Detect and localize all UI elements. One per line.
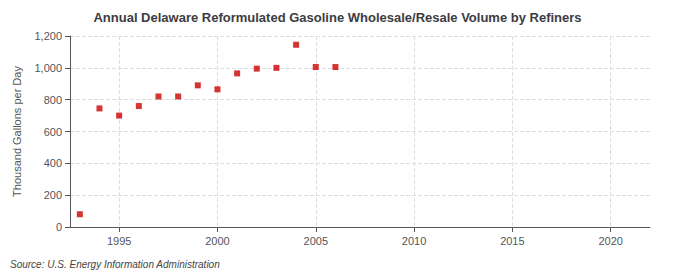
svg-text:1995: 1995: [107, 235, 131, 247]
svg-text:400: 400: [44, 157, 62, 169]
svg-text:2015: 2015: [500, 235, 524, 247]
svg-text:Thousand Gallons per Day: Thousand Gallons per Day: [11, 66, 23, 197]
svg-text:Source: U.S. Energy Informatio: Source: U.S. Energy Information Administ…: [10, 259, 220, 270]
svg-text:2010: 2010: [402, 235, 426, 247]
svg-text:0: 0: [56, 221, 62, 233]
svg-text:800: 800: [44, 94, 62, 106]
svg-text:2005: 2005: [304, 235, 328, 247]
svg-text:1,200: 1,200: [34, 30, 62, 42]
svg-text:2000: 2000: [205, 235, 229, 247]
svg-text:2020: 2020: [598, 235, 622, 247]
svg-text:200: 200: [44, 189, 62, 201]
svg-text:600: 600: [44, 126, 62, 138]
svg-text:1,000: 1,000: [34, 62, 62, 74]
svg-text:Annual Delaware Reformulated G: Annual Delaware Reformulated Gasoline Wh…: [93, 10, 581, 25]
